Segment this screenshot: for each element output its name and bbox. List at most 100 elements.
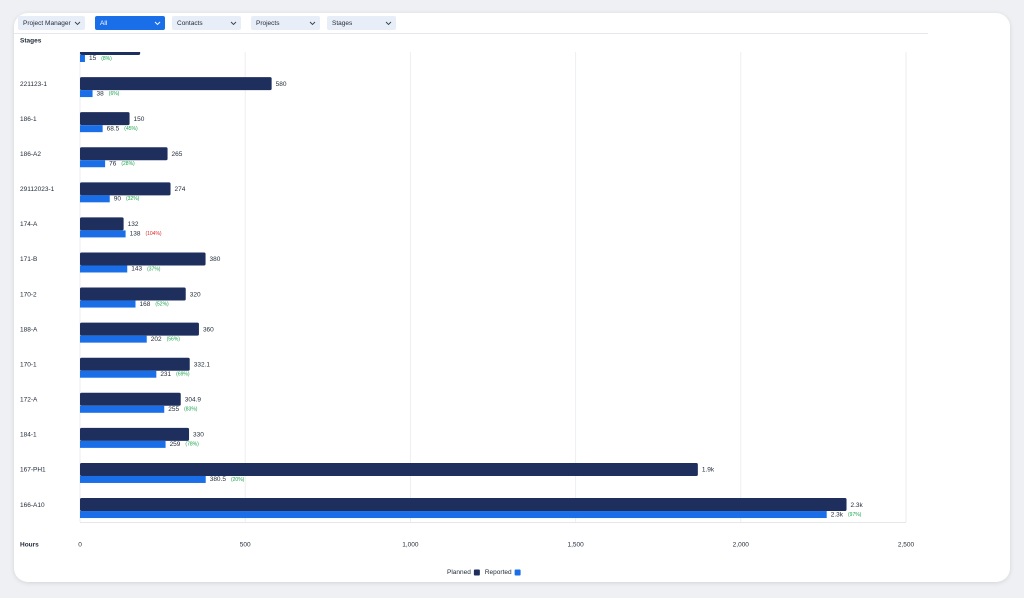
planned-bar [80,427,190,441]
reported-value-label: 143 [131,266,142,273]
reported-value-label: 231 [160,371,171,378]
percent-label: (78%) [185,442,199,448]
y-tick-label: 167-PH1 [20,467,46,474]
filter-dropdown[interactable]: Contacts [172,16,241,30]
reported-bar [80,511,827,519]
planned-bar [80,498,847,512]
percent-label: (28%) [121,161,135,167]
percent-label: (52%) [155,301,169,307]
legend-swatch [473,569,480,576]
planned-bar [80,462,698,476]
y-axis-label: Stages [20,38,42,45]
planned-bar [80,252,206,266]
reported-value-label: 380.5 [210,476,227,483]
x-tick-label: 1,500 [567,542,584,549]
y-tick-label: 186-A2 [20,151,41,158]
filter-dropdown[interactable]: Stages [327,16,396,30]
legend-label: Planned [447,569,471,576]
planned-bar [80,77,272,91]
card [14,13,1010,582]
legend-label: Reported [485,569,512,576]
y-tick-label: 166-A10 [20,502,45,509]
reported-bar [80,475,206,483]
legend-swatch [514,569,521,576]
planned-bar [80,52,141,55]
percent-label: (6%) [109,91,120,97]
reported-bar [80,90,93,98]
filter-dropdown[interactable]: All [95,16,165,30]
planned-value-label: 330 [193,432,204,439]
planned-value-label: 150 [134,116,145,123]
y-tick-label: 221123-1 [20,81,47,88]
chevron-icon[interactable] [309,21,316,26]
reported-value-label: 90 [114,196,122,203]
dropdown-box[interactable] [327,16,396,30]
dropdown-box[interactable] [172,16,241,30]
planned-value-label: 274 [175,186,186,193]
reported-value-label: 76 [109,160,117,167]
reported-bar [80,300,136,308]
x-tick-label: 2,500 [898,542,915,549]
planned-value-label: 380 [210,256,221,263]
reported-value-label: 15 [89,55,97,62]
reported-value-label: 68.5 [107,125,120,132]
dropdown-box[interactable] [251,16,320,30]
percent-label: (45%) [124,126,138,132]
planned-bar [80,322,199,336]
reported-value-label: 138 [130,231,141,238]
reported-bar [80,440,166,448]
planned-bar [80,112,130,126]
reported-value-label: 38 [97,90,105,97]
reported-value-label: 202 [151,336,162,343]
chevron-icon[interactable] [154,21,161,26]
dropdown-box[interactable] [95,16,165,30]
reported-value-label: 259 [170,441,181,448]
y-tick-label: 171-B [20,256,37,263]
reported-value-label: 168 [140,301,151,308]
reported-bar [80,335,147,343]
chevron-icon[interactable] [230,21,237,26]
reported-bar [80,160,106,168]
dropdown-label[interactable]: Projects [256,20,280,27]
reported-bar [80,125,103,133]
planned-bar [80,147,168,161]
dropdown-label[interactable]: Contacts [177,20,203,27]
percent-label: (69%) [176,372,190,378]
dropdown-box[interactable] [18,16,85,30]
percent-label: (32%) [126,196,140,202]
reported-bar [80,370,157,378]
dropdown-label[interactable]: Stages [332,20,353,27]
percent-label: (97%) [848,512,862,518]
y-tick-label: 188-A [20,326,38,333]
x-tick-label: 1,000 [402,542,419,549]
y-tick-label: 184-1 [20,432,37,439]
x-tick-label: 500 [240,542,251,549]
reported-bar [80,230,126,238]
y-tick-label: 29112023-1 [20,186,55,193]
reported-bar [80,405,165,413]
x-tick-label: 2,000 [733,542,750,549]
planned-value-label: 360 [203,326,214,333]
reported-value-label: 255 [168,406,179,413]
planned-bar [80,392,181,406]
percent-label: (83%) [184,407,198,413]
reported-value-label: 2.3k [831,511,844,518]
chevron-icon[interactable] [385,21,392,26]
dropdown-label[interactable]: All [100,20,108,27]
y-tick-label: 186-1 [20,116,37,123]
percent-label: (56%) [167,336,181,342]
y-tick-label: 174-A [20,221,38,228]
planned-bar [80,357,190,371]
planned-bar [80,287,186,301]
planned-bar [80,217,124,231]
planned-value-label: 1.9k [702,467,715,474]
percent-label: (37%) [147,266,161,272]
x-tick-label: 0 [78,542,82,549]
filter-dropdown[interactable]: Projects [251,16,320,30]
filter-dropdown[interactable]: Project Manager [18,16,85,30]
planned-value-label: 304.9 [185,397,202,404]
planned-bar [80,182,171,196]
dropdown-label[interactable]: Project Manager [23,20,72,27]
chevron-icon[interactable] [74,21,81,26]
